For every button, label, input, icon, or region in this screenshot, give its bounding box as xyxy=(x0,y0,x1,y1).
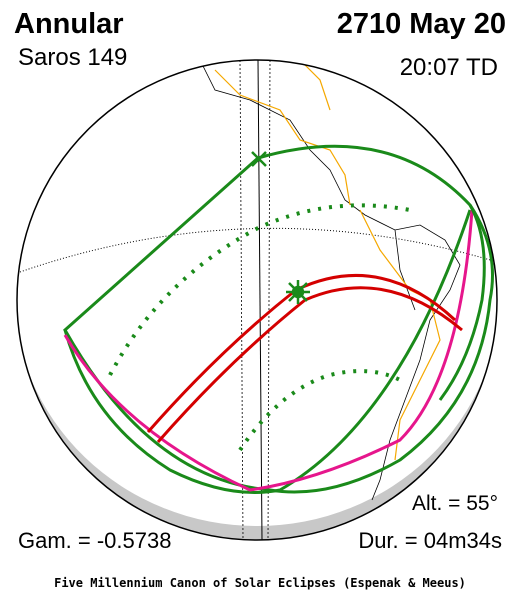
greatest-eclipse-start-marker xyxy=(251,151,267,167)
footer-credit: Five Millennium Canon of Solar Eclipses … xyxy=(54,576,466,590)
gamma: Gam. = -0.5738 xyxy=(18,528,172,553)
duration: Dur. = 04m34s xyxy=(358,528,502,553)
date: 2710 May 20 xyxy=(336,8,506,40)
greatest-eclipse-marker xyxy=(286,280,310,304)
altitude: Alt. = 55° xyxy=(411,492,498,515)
globe-outline xyxy=(16,59,498,541)
time: 20:07 TD xyxy=(399,54,498,81)
eclipse-type: Annular xyxy=(14,8,124,40)
map-features xyxy=(19,60,497,540)
saros: Saros 149 xyxy=(18,44,128,71)
